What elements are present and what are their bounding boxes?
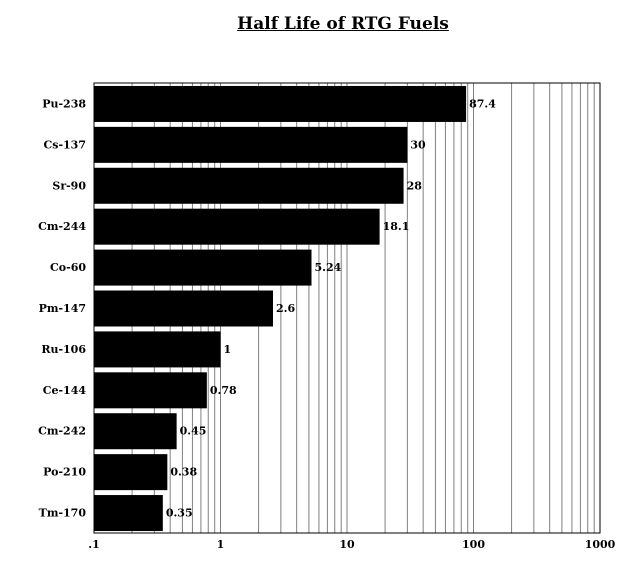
category-label: Co-60 — [50, 261, 86, 274]
plot-frame — [93, 82, 601, 534]
category-label: Cm-244 — [38, 220, 86, 233]
value-label: 1 — [224, 343, 232, 356]
value-label: 2.6 — [276, 302, 295, 315]
category-label: Ce-144 — [43, 384, 87, 397]
bar — [94, 167, 404, 204]
chart-title: Half Life of RTG Fuels — [237, 14, 449, 34]
category-label: Ru-106 — [41, 343, 86, 356]
value-label: 0.78 — [210, 384, 237, 397]
value-label: 28 — [407, 179, 423, 192]
bar — [94, 208, 380, 245]
value-label: 18.1 — [383, 220, 410, 233]
value-labels: 87.4 30 28 18.1 5.24 2.6 1 0.78 0.45 0.38 0.35 — [166, 97, 496, 519]
bar — [94, 290, 273, 327]
category-label: Po-210 — [43, 466, 86, 479]
category-labels: Pu-238 Cs-137 Sr-90 Cm-244 Co-60 Pm-147 Ru-106… — [38, 97, 86, 519]
x-tick-label: 10 — [339, 538, 355, 551]
category-label: Tm-170 — [39, 507, 87, 520]
bar — [94, 249, 312, 286]
value-label: 5.24 — [314, 261, 341, 274]
category-label: Pu-238 — [42, 97, 86, 110]
category-label: Pm-147 — [39, 302, 86, 315]
value-label: 0.38 — [170, 466, 197, 479]
bar — [94, 331, 221, 368]
value-label: 30 — [410, 138, 426, 151]
x-tick-label: 1000 — [585, 538, 616, 551]
bar — [94, 126, 408, 163]
x-tick-labels: .1 1 10 100 1000 — [88, 538, 615, 551]
bar — [94, 495, 163, 532]
value-label: 0.35 — [166, 507, 193, 520]
bar — [94, 454, 168, 491]
value-label: 0.45 — [180, 425, 207, 438]
category-label: Sr-90 — [52, 179, 86, 192]
bar — [94, 413, 177, 450]
bar — [94, 372, 207, 409]
bar — [94, 85, 467, 122]
value-label: 87.4 — [469, 97, 496, 110]
category-label: Cm-242 — [38, 425, 86, 438]
x-tick-label: .1 — [88, 538, 99, 551]
x-tick-label: 1 — [217, 538, 225, 551]
bars — [94, 85, 467, 532]
category-label: Cs-137 — [44, 138, 86, 151]
x-tick-label: 100 — [462, 538, 485, 551]
